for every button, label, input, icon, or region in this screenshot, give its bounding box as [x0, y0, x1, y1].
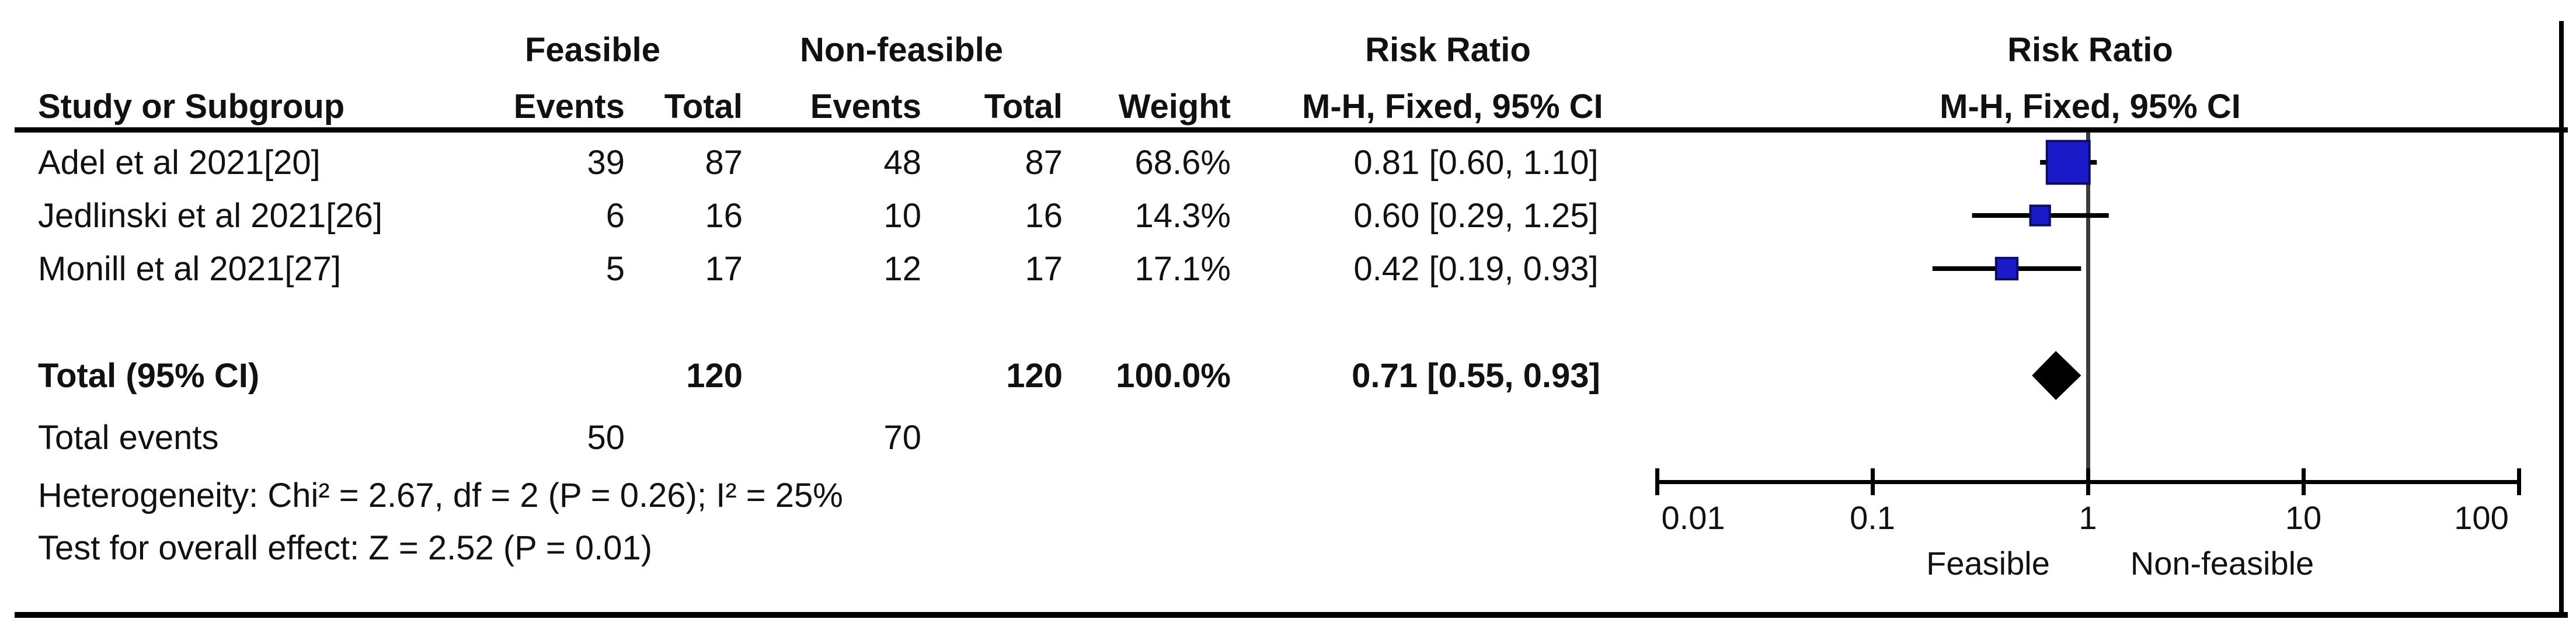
column-header-weight: Weight: [1118, 88, 1231, 126]
plot-header-risk-ratio: Risk Ratio: [2007, 31, 2173, 69]
study-risk-ratio: 0.81 [0.60, 1.10]: [1353, 144, 1599, 182]
x-axis-tick-label: 10: [2285, 499, 2322, 536]
x-axis-tick-3: [2302, 468, 2306, 495]
group-header-feasible: Feasible: [524, 31, 661, 69]
x-axis-tick-2: [2086, 468, 2090, 495]
effect-square-2: [1994, 256, 2019, 281]
study-label: Jedlinski et al 2021[26]: [38, 197, 383, 235]
overall-effect-text: Test for overall effect: Z = 2.52 (P = 0…: [38, 529, 653, 567]
total-feasible-total: 120: [686, 357, 743, 395]
column-header-feasible-total: Total: [664, 88, 743, 126]
summary-diamond: [2032, 351, 2081, 400]
study-weight: 14.3%: [1134, 197, 1231, 235]
study-weight: 68.6%: [1134, 144, 1231, 182]
study-risk-ratio: 0.42 [0.19, 0.93]: [1353, 250, 1599, 288]
study-feasible-events: 6: [605, 197, 625, 235]
effect-square-1: [2029, 204, 2051, 227]
direction-label-right: Non-feasible: [2130, 545, 2314, 582]
rr-null-line: [2086, 133, 2090, 482]
x-axis-tick-label: 0.01: [1661, 499, 1725, 536]
column-header-nonfeasible-total: Total: [984, 88, 1063, 126]
total-events-nonfeasible: 70: [883, 419, 921, 457]
study-feasible-total: 17: [705, 250, 743, 288]
x-axis-tick-label: 1: [2079, 499, 2097, 536]
column-header-method-ci: M-H, Fixed, 95% CI: [1302, 88, 1603, 126]
study-label: Monill et al 2021[27]: [38, 250, 342, 288]
study-nonfeasible-total: 17: [1025, 250, 1063, 288]
heterogeneity-text: Heterogeneity: Chi² = 2.67, df = 2 (P = …: [38, 477, 843, 514]
group-header-nonfeasible: Non-feasible: [799, 31, 1004, 69]
study-weight: 17.1%: [1134, 250, 1231, 288]
total-weight: 100.0%: [1116, 357, 1231, 395]
bottom-rule: [15, 612, 2568, 618]
effect-square-0: [2045, 140, 2091, 185]
study-nonfeasible-total: 16: [1025, 197, 1063, 235]
study-nonfeasible-events: 10: [883, 197, 921, 235]
total-row-label: Total (95% CI): [38, 357, 260, 395]
study-feasible-events: 5: [605, 250, 625, 288]
total-events-feasible: 50: [587, 419, 625, 457]
total-events-label: Total events: [38, 419, 219, 457]
plot-header-method-ci: M-H, Fixed, 95% CI: [1940, 88, 2241, 126]
column-header-risk-ratio-text: Risk Ratio: [1365, 31, 1531, 69]
study-feasible-total: 16: [705, 197, 743, 235]
study-nonfeasible-events: 48: [883, 144, 921, 182]
direction-label-left: Feasible: [1926, 545, 2050, 582]
study-feasible-events: 39: [587, 144, 625, 182]
study-feasible-total: 87: [705, 144, 743, 182]
column-header-feasible-events: Events: [513, 88, 625, 126]
column-header-nonfeasible-events: Events: [810, 88, 921, 126]
study-nonfeasible-events: 12: [883, 250, 921, 288]
total-risk-ratio: 0.71 [0.55, 0.93]: [1352, 357, 1600, 395]
x-axis-tick-0: [1655, 468, 1659, 495]
header-rule: [15, 127, 2568, 133]
right-frame-line: [2559, 21, 2564, 618]
study-risk-ratio: 0.60 [0.29, 1.25]: [1353, 197, 1599, 235]
x-axis-tick-1: [1871, 468, 1875, 495]
column-header-study: Study or Subgroup: [38, 88, 345, 126]
x-axis-tick-label: 100: [2454, 499, 2509, 536]
study-label: Adel et al 2021[20]: [38, 144, 321, 182]
x-axis-tick-label: 0.1: [1850, 499, 1895, 536]
x-axis-tick-4: [2517, 468, 2521, 495]
total-nonfeasible-total: 120: [1006, 357, 1063, 395]
study-nonfeasible-total: 87: [1025, 144, 1063, 182]
